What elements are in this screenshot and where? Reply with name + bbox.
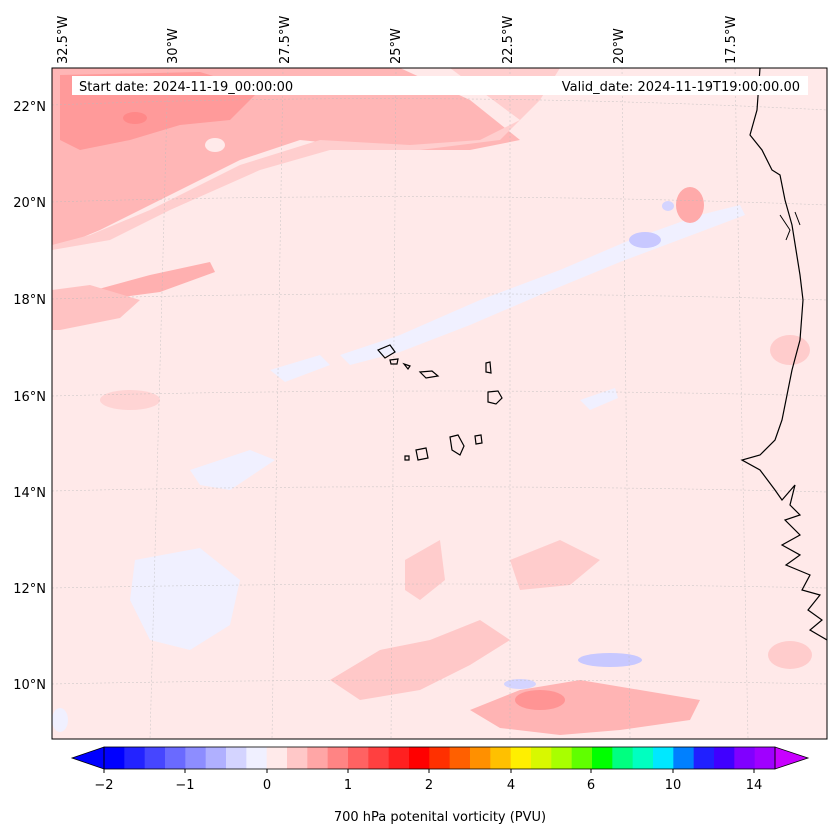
coastline-africa bbox=[740, 68, 827, 641]
map-panel bbox=[52, 68, 827, 739]
lon-label: 32.5°W bbox=[56, 16, 71, 64]
colorbar-cell bbox=[409, 747, 430, 769]
lon-label: 17.5°W bbox=[724, 16, 739, 64]
lon-label: 20°W bbox=[612, 28, 627, 64]
lat-label: 10°N bbox=[13, 678, 46, 693]
colorbar-tick-label: 1 bbox=[344, 778, 352, 793]
longitude-labels: 32.5°W 30°W 27.5°W 25°W 22.5°W 20°W 17.5… bbox=[56, 16, 739, 64]
colorbar-cell bbox=[144, 747, 166, 769]
colorbar-cell bbox=[124, 747, 146, 769]
colorbar-cell bbox=[693, 747, 715, 769]
colorbar-cell bbox=[348, 747, 369, 769]
colorbar-cell bbox=[592, 747, 613, 769]
colorbar-tick-label: 14 bbox=[746, 778, 763, 793]
lat-label: 14°N bbox=[13, 486, 46, 501]
pv-blob bbox=[205, 138, 225, 152]
lon-label: 22.5°W bbox=[501, 16, 516, 64]
pv-field-negative4 bbox=[130, 548, 240, 650]
colorbar-cell bbox=[205, 747, 227, 769]
pv-field-band2 bbox=[52, 285, 140, 330]
colorbar-cell bbox=[754, 747, 776, 769]
colorbar-cell bbox=[327, 747, 349, 769]
colorbar-tick-label: −2 bbox=[94, 778, 113, 793]
colorbar-cell bbox=[531, 747, 552, 769]
pv-field-south2 bbox=[510, 540, 600, 590]
pv-blob bbox=[676, 187, 704, 223]
colorbar-cell bbox=[470, 747, 491, 769]
pv-blob bbox=[504, 679, 536, 689]
colorbar-title: 700 hPa potenital vorticity (PVU) bbox=[334, 810, 546, 825]
map-frame bbox=[51, 67, 828, 740]
colorbar-cell bbox=[165, 747, 186, 769]
colorbar-tick-label: 4 bbox=[507, 778, 515, 793]
pv-field-negative3 bbox=[190, 450, 275, 490]
colorbar-cell bbox=[104, 747, 125, 769]
lat-label: 18°N bbox=[13, 293, 46, 308]
lat-label: 16°N bbox=[13, 390, 46, 405]
pv-field-south bbox=[405, 540, 445, 600]
colorbar-cell bbox=[571, 747, 593, 769]
colorbar-cell bbox=[632, 747, 654, 769]
coastline-africa-inlet bbox=[779, 211, 801, 241]
pv-blob bbox=[52, 708, 68, 732]
latitude-labels: 22°N 20°N 18°N 16°N 14°N 12°N 10°N bbox=[13, 100, 46, 693]
pv-field-light bbox=[52, 68, 560, 250]
pv-field-negative2 bbox=[270, 355, 330, 382]
colorbar-cell bbox=[287, 747, 308, 769]
colorbar-over-triangle bbox=[774, 746, 810, 770]
colorbar-tick-label: 0 bbox=[263, 778, 271, 793]
colorbar-cells bbox=[104, 747, 776, 769]
colorbar-cell bbox=[307, 747, 329, 769]
colorbar-cell bbox=[612, 747, 634, 769]
lat-label: 12°N bbox=[13, 582, 46, 597]
colorbar-cell bbox=[226, 747, 247, 769]
lat-label: 22°N bbox=[13, 100, 46, 115]
colorbar-cell bbox=[388, 747, 410, 769]
pv-blob bbox=[768, 641, 812, 669]
pv-blob bbox=[578, 653, 642, 667]
pv-blob bbox=[629, 232, 661, 248]
valid-date-label: Valid_date: 2024-11-19T19:00:00.00 bbox=[562, 80, 800, 95]
colorbar-cell bbox=[429, 747, 451, 769]
colorbar-tick-label: 10 bbox=[665, 778, 682, 793]
colorbar-tick-label: 2 bbox=[425, 778, 433, 793]
colorbar-cell bbox=[266, 747, 288, 769]
colorbar-cell bbox=[510, 747, 532, 769]
pv-field-negative5 bbox=[580, 388, 618, 410]
colorbar-cell bbox=[551, 747, 573, 769]
date-header-bar bbox=[72, 76, 808, 95]
colorbar-cell bbox=[490, 747, 512, 769]
colorbar-cell bbox=[368, 747, 390, 769]
colorbar-under-triangle bbox=[70, 746, 105, 770]
pv-blob bbox=[515, 690, 565, 710]
start-date-label: Start date: 2024-11-19_00:00:00 bbox=[79, 80, 293, 95]
pv-blob bbox=[770, 335, 810, 365]
pv-field-band bbox=[95, 262, 215, 300]
colorbar-cell bbox=[185, 747, 207, 769]
lon-label: 27.5°W bbox=[278, 16, 293, 64]
colorbar-ticks: −2 −1 0 1 2 4 6 10 14 bbox=[94, 769, 762, 793]
pv-blob bbox=[123, 112, 147, 124]
colorbar-frame bbox=[103, 746, 776, 770]
colorbar-cell bbox=[246, 747, 268, 769]
colorbar: −2 −1 0 1 2 4 6 10 14 700 hPa potenital vorticit… bbox=[70, 746, 810, 825]
colorbar-tick-label: −1 bbox=[175, 778, 194, 793]
pv-blob bbox=[662, 201, 674, 211]
graticule bbox=[52, 68, 827, 739]
lat-label: 20°N bbox=[13, 196, 46, 211]
colorbar-cell bbox=[653, 747, 674, 769]
colorbar-tick-label: 6 bbox=[587, 778, 595, 793]
colorbar-cell bbox=[714, 747, 735, 769]
colorbar-cell bbox=[734, 747, 756, 769]
lon-label: 25°W bbox=[389, 28, 404, 64]
colorbar-cell bbox=[449, 747, 471, 769]
cape-verde-islands bbox=[376, 344, 503, 461]
pv-blob bbox=[100, 390, 160, 410]
lon-label: 30°W bbox=[166, 28, 181, 64]
colorbar-cell bbox=[673, 747, 695, 769]
pv-field-south3 bbox=[330, 620, 510, 700]
